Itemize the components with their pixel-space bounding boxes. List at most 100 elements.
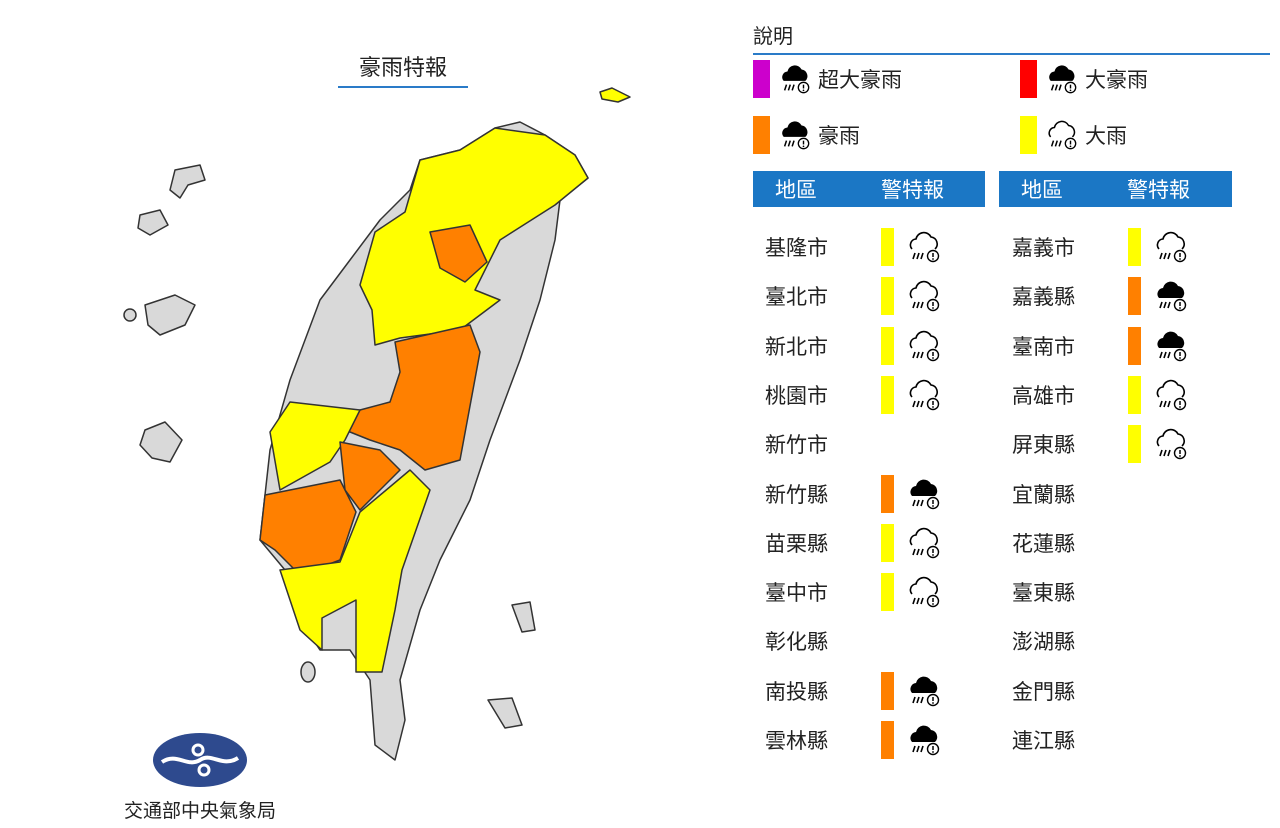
- table-row: 連江縣: [1012, 720, 1128, 760]
- region-hsinchu-county-orange: [429, 224, 488, 283]
- cloud-rain-outline-icon: [1045, 118, 1079, 152]
- legend-item: 大雨: [1020, 116, 1127, 154]
- cloud-rain-filled-icon: [906, 673, 942, 709]
- legend-color-swatch: [753, 60, 770, 98]
- cloud-rain-outline-icon: [906, 229, 942, 265]
- legend-label: 豪雨: [818, 124, 860, 148]
- agency-name: 交通部中央氣象局: [123, 800, 276, 822]
- region-name: 桃園市: [765, 383, 828, 408]
- table-row: 新竹縣: [765, 474, 942, 514]
- header-region: 地區: [775, 178, 817, 202]
- cloud-rain-outline-icon: [906, 574, 942, 610]
- cloud-rain-outline-icon: [1153, 229, 1189, 265]
- table-row: 高雄市: [1012, 375, 1189, 415]
- warning-color-bar: [1128, 375, 1141, 414]
- warning-color-bar: [881, 573, 894, 612]
- region-name: 金門縣: [1012, 679, 1075, 704]
- table-row: 金門縣: [1012, 671, 1128, 711]
- cwb-logo: 交通部中央氣象局: [100, 732, 300, 823]
- table-row: 宜蘭縣: [1012, 474, 1128, 514]
- warning-color-bar: [881, 228, 894, 266]
- cloud-rain-outline-icon: [906, 377, 942, 413]
- region-name: 基隆市: [765, 236, 828, 260]
- region-name: 連江縣: [1012, 729, 1075, 753]
- island-penghu-2: [137, 209, 169, 236]
- cloud-rain-outline-icon: [906, 525, 942, 561]
- region-name: 澎湖縣: [1012, 630, 1075, 655]
- island-matsu: [599, 87, 631, 103]
- legend-color-swatch: [1020, 116, 1037, 154]
- legend-item: 大豪雨: [1020, 60, 1148, 98]
- table-row: 屏東縣: [1012, 424, 1189, 464]
- table-row: 桃園市: [765, 375, 942, 415]
- table-row: 澎湖縣: [1012, 621, 1128, 661]
- region-name: 嘉義市: [1012, 236, 1075, 260]
- island-penghu-4: [123, 308, 137, 322]
- region-name: 嘉義縣: [1012, 285, 1075, 310]
- warning-color-bar: [881, 671, 894, 710]
- region-south-yellow: [279, 469, 431, 673]
- warning-color-bar: [1128, 326, 1141, 365]
- warning-color-bar: [881, 326, 894, 365]
- cloud-rain-filled-icon: [1153, 278, 1189, 314]
- warning-color-bar: [881, 375, 894, 414]
- island-penghu-3: [144, 294, 196, 336]
- island-xiaoliuqiu: [300, 661, 316, 683]
- table-row: 新竹市: [765, 424, 881, 464]
- legend-label: 大雨: [1085, 124, 1127, 148]
- cloud-rain-filled-icon: [778, 118, 812, 152]
- cloud-rain-outline-icon: [1153, 426, 1189, 462]
- table-row: 雲林縣: [765, 720, 942, 760]
- table-row: 臺南市: [1012, 326, 1189, 366]
- region-name: 南投縣: [765, 679, 828, 704]
- legend-label: 超大豪雨: [818, 68, 902, 92]
- table-row: 臺東縣: [1012, 572, 1128, 612]
- header-region: 地區: [1021, 178, 1063, 202]
- table-row: 基隆市: [765, 227, 942, 267]
- table-header-left: 地區 警特報: [753, 171, 985, 207]
- table-header-right: 地區 警特報: [999, 171, 1232, 207]
- island-penghu-1: [169, 164, 206, 199]
- legend-item: 超大豪雨: [753, 60, 902, 98]
- region-name: 臺南市: [1012, 334, 1075, 359]
- region-name: 臺北市: [765, 285, 828, 310]
- cloud-rain-filled-icon: [1045, 62, 1079, 96]
- region-name: 高雄市: [1012, 383, 1075, 408]
- legend-color-swatch: [1020, 60, 1037, 98]
- legend-label: 大豪雨: [1085, 68, 1148, 92]
- warning-color-bar: [881, 474, 894, 513]
- legend-color-swatch: [753, 116, 770, 154]
- table-row: 苗栗縣: [765, 523, 942, 563]
- region-name: 屏東縣: [1012, 433, 1075, 458]
- region-name: 臺東縣: [1012, 581, 1075, 606]
- table-row: 臺北市: [765, 276, 942, 316]
- region-name: 苗栗縣: [765, 531, 828, 556]
- map-title: 豪雨特報: [338, 50, 468, 88]
- region-name: 宜蘭縣: [1012, 482, 1075, 507]
- table-row: 嘉義縣: [1012, 276, 1189, 316]
- cloud-rain-filled-icon: [906, 722, 942, 758]
- island-orchid: [487, 697, 523, 729]
- cloud-rain-filled-icon: [1153, 328, 1189, 364]
- cloud-rain-filled-icon: [906, 476, 942, 512]
- legend-title: 說明: [753, 20, 1270, 55]
- table-row: 南投縣: [765, 671, 942, 711]
- table-row: 新北市: [765, 326, 942, 366]
- legend-item: 豪雨: [753, 116, 860, 154]
- region-name: 雲林縣: [765, 729, 828, 753]
- region-name: 新竹市: [765, 433, 828, 458]
- warning-color-bar: [881, 277, 894, 316]
- cwb-emblem-icon: [153, 733, 247, 787]
- island-green: [511, 601, 536, 633]
- region-name: 臺中市: [765, 581, 828, 606]
- cloud-rain-lightning-filled-icon: [778, 62, 812, 96]
- region-changhua-yellow: [269, 401, 361, 491]
- taiwan-warning-map: [123, 87, 631, 761]
- island-penghu-5: [139, 421, 183, 463]
- table-row: 花蓮縣: [1012, 523, 1128, 563]
- table-row: 嘉義市: [1012, 227, 1189, 267]
- region-name: 新北市: [765, 334, 828, 359]
- warning-color-bar: [881, 523, 894, 562]
- region-nantou-orange: [344, 324, 481, 471]
- warning-color-bar: [1128, 277, 1141, 316]
